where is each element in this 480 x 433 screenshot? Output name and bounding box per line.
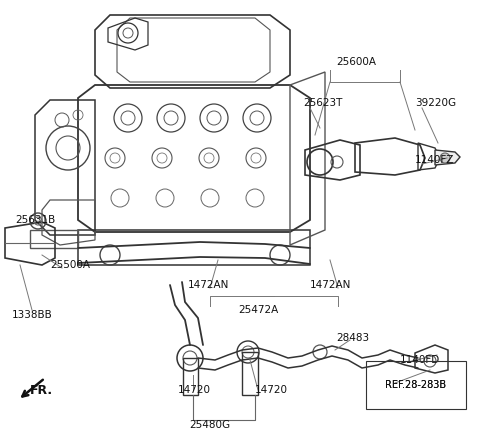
Text: 25472A: 25472A xyxy=(238,305,278,315)
Circle shape xyxy=(440,153,450,163)
Text: 39220G: 39220G xyxy=(415,98,456,108)
Text: FR.: FR. xyxy=(30,384,53,397)
Text: 25500A: 25500A xyxy=(50,260,90,270)
Text: 14720: 14720 xyxy=(178,385,211,395)
Text: REF.28-283B: REF.28-283B xyxy=(385,380,446,390)
Polygon shape xyxy=(435,150,460,165)
Text: 1140FZ: 1140FZ xyxy=(415,155,455,165)
Text: 14720: 14720 xyxy=(255,385,288,395)
Text: 1472AN: 1472AN xyxy=(188,280,229,290)
Text: 25623T: 25623T xyxy=(303,98,342,108)
Text: 1338BB: 1338BB xyxy=(12,310,53,320)
Text: 25600A: 25600A xyxy=(336,57,376,67)
Text: REF.28-283B: REF.28-283B xyxy=(385,380,446,390)
Text: 1140FD: 1140FD xyxy=(400,355,440,365)
Text: 28483: 28483 xyxy=(336,333,369,343)
Text: 1472AN: 1472AN xyxy=(310,280,351,290)
Text: 25631B: 25631B xyxy=(15,215,55,225)
Text: 25480G: 25480G xyxy=(190,420,230,430)
